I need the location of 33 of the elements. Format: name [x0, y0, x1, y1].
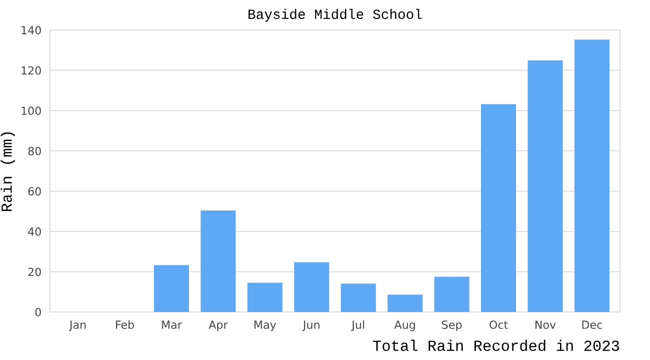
bar — [247, 282, 282, 312]
bar — [574, 40, 610, 312]
x-tick-label: Jan — [68, 320, 86, 331]
bar — [340, 284, 376, 312]
bar — [388, 294, 423, 312]
x-tick-label: Jun — [302, 320, 320, 331]
bar — [200, 210, 236, 312]
x-tick-label: Sep — [442, 320, 462, 332]
x-tick-label: Aug — [394, 320, 415, 332]
x-tick-label: Dec — [582, 320, 602, 329]
bar — [434, 276, 470, 312]
y-tick-label: 0 — [35, 308, 41, 316]
y-tick-label: 80 — [28, 146, 41, 156]
y-tick-label: 120 — [22, 66, 41, 75]
bar — [154, 265, 189, 312]
bar — [481, 104, 516, 312]
x-tick-label: Apr — [208, 320, 228, 332]
y-tick-label: 40 — [28, 227, 41, 236]
y-tick-label: 100 — [22, 106, 41, 115]
y-axis-title: Rain (mm) — [0, 132, 15, 212]
x-tick-label: Mar — [162, 320, 182, 329]
bar — [528, 60, 563, 312]
x-axis-title: Total Rain Recorded in 2023 — [373, 340, 620, 352]
bar — [294, 262, 330, 312]
x-tick-label: Nov — [535, 320, 556, 329]
y-tick-label: 140 — [22, 26, 41, 34]
chart-title: Bayside Middle School — [248, 8, 422, 22]
y-tick-label: 60 — [28, 187, 41, 196]
x-tick-label: Feb — [116, 320, 134, 329]
x-tick-label: May — [254, 320, 276, 332]
y-tick-label: 20 — [28, 268, 41, 276]
x-tick-label: Jul — [351, 320, 364, 331]
x-tick-label: Oct — [490, 320, 508, 329]
